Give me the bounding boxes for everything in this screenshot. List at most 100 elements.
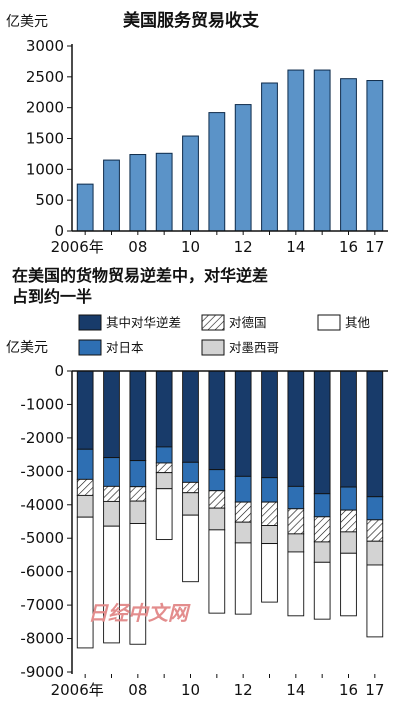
top-x-tick-label: 17 <box>365 238 384 256</box>
bottom-bar-japan-2013 <box>261 477 278 503</box>
top-x-tick-label: 12 <box>234 238 253 256</box>
bottom-y-tick-label: -2000 <box>20 429 64 447</box>
bottom-bar-germany-2011 <box>208 490 226 509</box>
legend-swatch-japan <box>78 339 102 356</box>
bottom-x-tick-label: 08 <box>128 681 147 699</box>
bottom-bar-china-2012 <box>234 370 252 477</box>
top-x-tick-label: 2006年 <box>51 238 104 256</box>
bottom-chart-title-line2: 占到约一半 <box>12 287 92 306</box>
top-y-tick-label: 1000 <box>26 160 64 178</box>
bottom-bar-germany-2009 <box>155 462 173 474</box>
top-x-tick-label: 16 <box>339 238 358 256</box>
bottom-bar-mexico-2011 <box>208 507 226 531</box>
top-bar-2012 <box>234 104 252 232</box>
bottom-bar-mexico-2017 <box>366 540 384 566</box>
legend-swatch-others <box>317 314 341 331</box>
bottom-bar-mexico-2006 <box>76 494 94 518</box>
top-y-tick-label: 0 <box>54 222 64 240</box>
bottom-bar-japan-2012 <box>234 475 252 503</box>
bottom-y-tick-label: -6000 <box>20 563 64 581</box>
bottom-bar-japan-2008 <box>129 460 147 488</box>
bottom-bar-japan-2017 <box>366 496 384 521</box>
bottom-chart-unit: 亿美元 <box>6 340 48 356</box>
bottom-bar-germany-2006 <box>76 478 94 496</box>
bottom-y-tick-label: -4000 <box>20 496 64 514</box>
bottom-bar-china-2006 <box>76 370 94 450</box>
bottom-bar-mexico-2015 <box>313 541 331 563</box>
bottom-x-tick-label: 2006年 <box>51 681 104 699</box>
bottom-bar-others-2016 <box>340 552 357 617</box>
bottom-bar-others-2014 <box>287 551 305 617</box>
top-bar-2010 <box>182 135 199 232</box>
bottom-bar-japan-2007 <box>103 457 120 487</box>
bottom-bar-japan-2010 <box>182 461 199 483</box>
bottom-y-tick-label: -5000 <box>20 529 64 547</box>
bottom-bar-germany-2017 <box>366 519 384 542</box>
bottom-chart: 0 -1000 -2000 -3000 -4000 -5000 -6000 -7000 -800… <box>20 362 388 699</box>
bottom-bar-germany-2015 <box>313 516 331 543</box>
bottom-bar-china-2015 <box>313 370 331 495</box>
watermark: 日经中文网 <box>88 601 191 625</box>
bottom-y-tick-label: 0 <box>54 362 64 380</box>
top-x-tick-label: 10 <box>181 238 200 256</box>
top-bar-2006 <box>76 183 94 232</box>
top-bar-2015 <box>313 69 331 232</box>
bottom-chart-title-line1: 在美国的货物贸易逆差中，对华逆差 <box>12 266 268 285</box>
bottom-bar-mexico-2009 <box>155 472 173 490</box>
bottom-bar-china-2007 <box>103 370 120 459</box>
legend-label-mexico: 对墨西哥 <box>229 340 279 355</box>
top-x-tick-label: 08 <box>128 238 147 256</box>
legend-label-germany: 对德国 <box>229 315 267 330</box>
bottom-bar-mexico-2014 <box>287 533 305 553</box>
top-bar-2016 <box>340 78 357 232</box>
bottom-x-tick-label: 16 <box>339 681 358 699</box>
bottom-x-tick-label: 17 <box>365 681 384 699</box>
top-bar-2008 <box>129 154 147 232</box>
legend-swatch-china <box>78 314 102 331</box>
top-bar-2017 <box>366 80 384 232</box>
bottom-bar-china-2013 <box>261 370 278 479</box>
bottom-y-tick-label: -1000 <box>20 395 64 413</box>
bottom-bar-japan-2016 <box>340 486 357 511</box>
bottom-bar-japan-2006 <box>76 448 94 480</box>
top-bar-2014 <box>287 69 305 232</box>
legend-label-others: 其他 <box>345 315 371 330</box>
bottom-bar-china-2011 <box>208 370 226 471</box>
top-chart-title: 美国服务贸易收支 <box>123 10 260 31</box>
bottom-y-tick-label: -7000 <box>20 596 64 614</box>
bottom-bar-others-2017 <box>366 564 384 638</box>
bottom-bar-germany-2014 <box>287 508 305 535</box>
bottom-bar-japan-2014 <box>287 485 305 510</box>
bottom-bar-others-2006 <box>76 516 94 649</box>
bottom-bar-others-2008 <box>129 523 147 645</box>
bottom-bar-others-2007 <box>103 525 120 644</box>
bottom-bar-china-2016 <box>340 370 357 488</box>
bottom-bar-mexico-2013 <box>261 525 278 545</box>
top-chart: 0 500 1000 1500 2000 2500 3000 2006年 08 10 12 14 16 1… <box>26 37 388 256</box>
bottom-bar-china-2017 <box>366 370 384 498</box>
top-bar-2011 <box>208 112 226 232</box>
bottom-bar-mexico-2008 <box>129 500 147 524</box>
top-y-tick-label: 2000 <box>26 99 64 117</box>
bottom-bar-japan-2011 <box>208 469 226 492</box>
top-x-tick-label: 14 <box>286 238 305 256</box>
legend: 其中对华逆差 对德国 其他 对日本 对墨西哥 <box>78 314 371 356</box>
legend-label-japan: 对日本 <box>106 340 144 355</box>
bottom-bar-germany-2016 <box>340 509 357 533</box>
bottom-y-tick-label: -3000 <box>20 462 64 480</box>
bottom-bar-others-2013 <box>261 543 278 603</box>
top-bar-2013 <box>261 82 278 232</box>
bottom-bar-mexico-2012 <box>234 521 252 544</box>
bottom-x-tick-label: 10 <box>181 681 200 699</box>
bottom-bar-china-2010 <box>182 370 199 463</box>
bottom-bar-others-2010 <box>182 514 199 583</box>
bottom-bar-mexico-2016 <box>340 531 357 554</box>
bottom-x-tick-label: 14 <box>286 681 305 699</box>
top-bar-2007 <box>103 159 120 232</box>
bottom-bar-others-2012 <box>234 542 252 615</box>
bottom-bar-china-2008 <box>129 370 147 462</box>
top-y-tick-label: 3000 <box>26 37 64 55</box>
bottom-x-tick-label: 12 <box>234 681 253 699</box>
